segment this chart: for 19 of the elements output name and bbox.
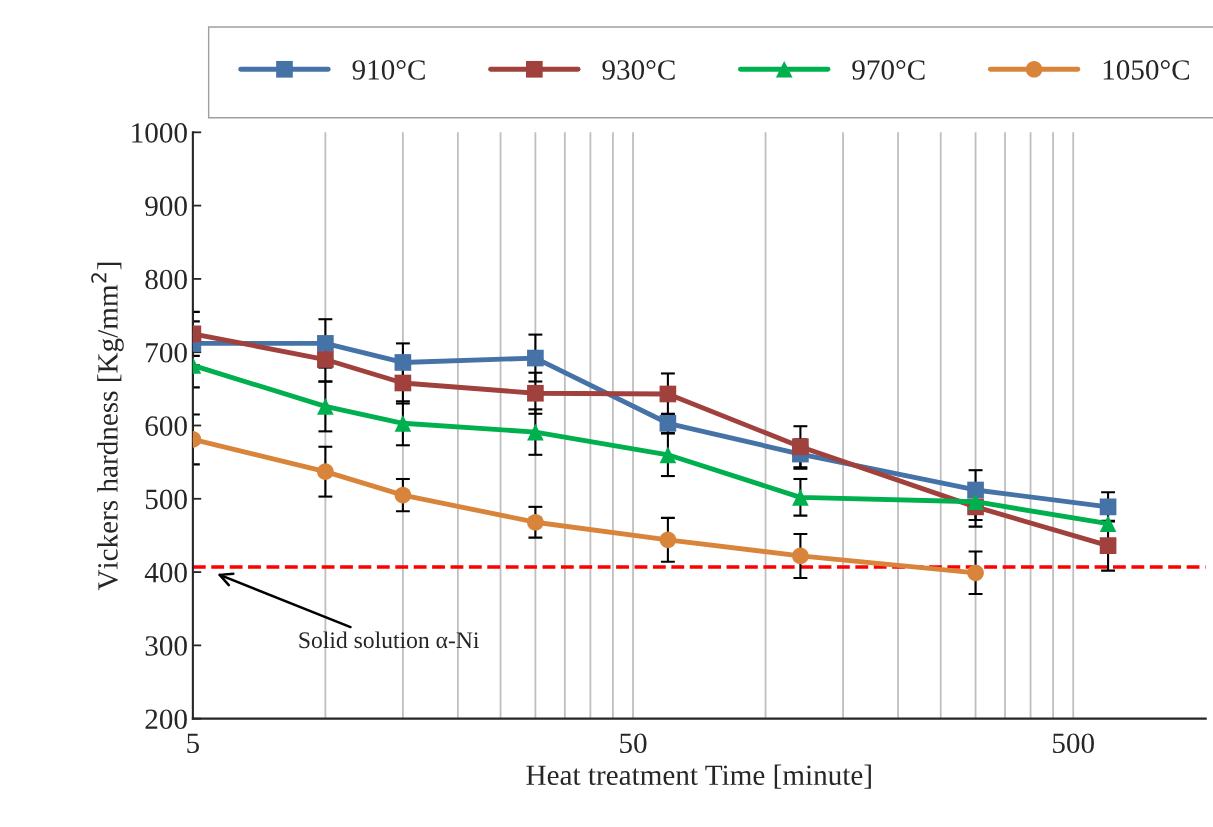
y-tick-label: 200 — [145, 709, 187, 730]
y-tick-label: 300 — [145, 636, 187, 656]
y-tick-label: 900 — [145, 196, 187, 217]
y-tick-label: 1000 — [132, 123, 187, 143]
ref-line-label: Solid solution α-Ni — [299, 631, 480, 649]
x-tick-label: 5 — [187, 733, 200, 754]
legend-label: 1050°C — [1103, 60, 1190, 80]
y-tick-label: 700 — [146, 342, 187, 363]
x-tick-label: 50 — [620, 733, 647, 754]
y-tick-label: 400 — [144, 562, 187, 583]
y-tick-label: 800 — [145, 269, 187, 290]
legend-label: 910°C — [352, 60, 425, 80]
y-tick-label: 600 — [145, 416, 187, 436]
legend-label: 970°C — [852, 60, 925, 80]
y-axis-title: Vickers hardness [Kg/mm$^{2}$] — [91, 262, 124, 591]
legend-label: 930°C — [602, 60, 675, 80]
x-tick-label: 500 — [1053, 733, 1094, 754]
y-tick-label: 500 — [145, 489, 187, 510]
x-axis-title: Heat treatment Time [minute] — [526, 764, 871, 789]
